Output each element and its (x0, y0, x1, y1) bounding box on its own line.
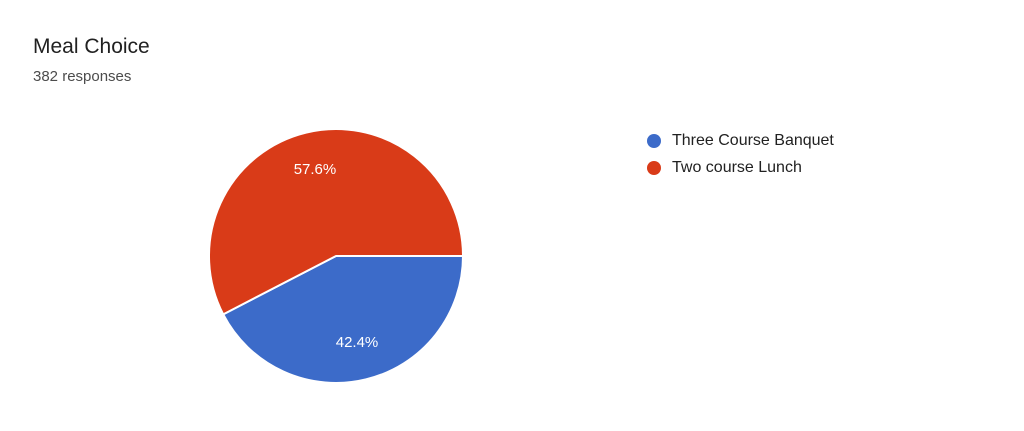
pie-slice-1[interactable] (208, 128, 464, 316)
responses-count: 382 responses (33, 68, 132, 85)
legend-label: Two course Lunch (672, 158, 802, 176)
legend-color-dot (647, 160, 661, 175)
legend-color-dot (647, 133, 661, 148)
legend-item: Two course Lunch (647, 157, 834, 178)
pie-slice-percentage-label: 57.6% (294, 161, 337, 178)
pie-chart: 42.4% 57.6% (208, 128, 464, 384)
chart-legend: Three Course Banquet Two course Lunch (647, 130, 834, 178)
legend-item: Three Course Banquet (647, 130, 834, 151)
pie-slice-0[interactable] (222, 255, 464, 384)
legend-label: Three Course Banquet (672, 131, 834, 149)
pie-slice-percentage-label: 42.4% (336, 334, 379, 351)
chart-title: Meal Choice (33, 35, 150, 58)
